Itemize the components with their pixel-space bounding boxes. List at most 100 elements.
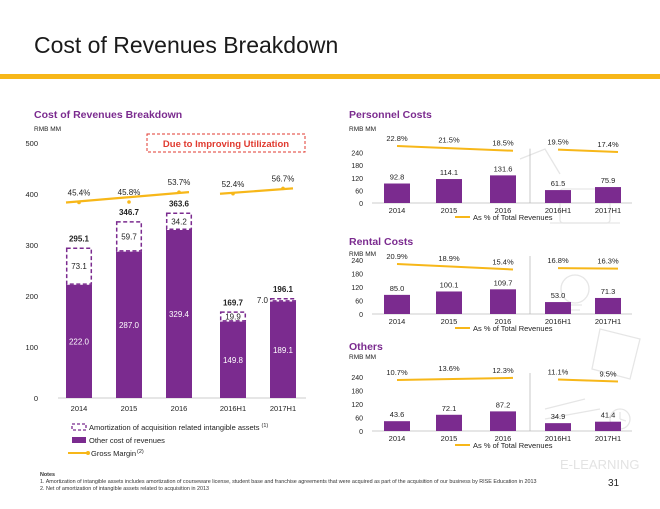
personnel-x-tick-label: 2017H1: [595, 206, 621, 215]
others-pct-line: [557, 378, 619, 383]
others-bar: [545, 423, 571, 431]
label-amortization: 73.1: [71, 262, 87, 271]
main-y-tick-label: 200: [25, 292, 38, 301]
margin-point: [127, 200, 131, 204]
rental-bar: [595, 297, 621, 314]
rental-x-tick-label: 2014: [389, 317, 406, 326]
rental-pct-label: 15.4%: [492, 258, 514, 267]
personnel-legend-label: As % of Total Revenues: [473, 213, 553, 222]
personnel-y-tick-label: 240: [351, 151, 363, 158]
note-2: 2. Net of amortization of intangible ass…: [40, 486, 210, 492]
doodle-bulb-icon: [560, 274, 590, 304]
bar-amortization: [115, 221, 143, 252]
main-chart: Cost of Revenues Breakdown RMB MM 0 100 20…: [25, 109, 306, 458]
personnel-bar: [545, 190, 571, 203]
others-bar-label: 87.2: [496, 400, 511, 409]
personnel-bar-label: 114.1: [440, 168, 458, 177]
main-x-tick-label: 2015: [121, 404, 138, 413]
margin-line-segment: [65, 191, 190, 204]
legend-swatch-other: [72, 437, 86, 443]
rental-bar-label: 109.7: [494, 278, 513, 287]
rental-x-tick-label: 2016: [495, 317, 512, 326]
label-amortization: 59.7: [121, 232, 137, 241]
personnel-chart-title: Personnel Costs: [349, 109, 432, 121]
others-x-tick-label: 2017H1: [595, 434, 621, 443]
legend-label-amortization: Amortization of acquisition related inta…: [89, 423, 268, 432]
main-y-ticks: 0 100 200 300 400 500: [25, 139, 38, 403]
bar-other-cost: [220, 321, 246, 398]
others-y-tick-label: 60: [355, 416, 363, 423]
others-bar-label: 34.9: [551, 412, 566, 421]
main-x-tick-label: 2017H1: [270, 404, 296, 413]
label-total: 363.6: [169, 200, 190, 209]
rental-x-tick-label: 2015: [441, 317, 458, 326]
main-y-tick-label: 500: [25, 139, 38, 148]
others-y-tick-label: 120: [351, 402, 363, 409]
callout-text: Due to Improving Utilization: [163, 139, 289, 150]
bar-other-cost: [66, 284, 92, 398]
others-bar: [436, 414, 462, 431]
rental-y-tick-label: 240: [351, 258, 363, 265]
note-1: 1. Amortization of intangible assets inc…: [40, 479, 537, 485]
others-chart-title: Others: [349, 341, 383, 353]
rental-chart: Rental Costs RMB MM 0 60 120 180 240 85.0 2014…: [349, 236, 632, 333]
main-chart-title: Cost of Revenues Breakdown: [34, 109, 182, 121]
personnel-x-tick-label: 2016: [495, 206, 512, 215]
rental-pct-label: 16.3%: [597, 257, 619, 266]
rental-y-tick-label: 180: [351, 272, 363, 279]
rental-x-tick-label: 2017H1: [595, 317, 621, 326]
label-total: 346.7: [119, 208, 140, 217]
rental-bar-label: 71.3: [601, 287, 616, 296]
main-x-tick-label: 2016: [171, 404, 188, 413]
rental-pct-line: [396, 263, 514, 271]
others-chart-ylabel: RMB MM: [349, 354, 376, 361]
margin-point: [177, 190, 181, 194]
rental-y-tick-label: 60: [355, 299, 363, 306]
others-pct-label: 10.7%: [386, 368, 408, 377]
others-bar: [384, 421, 410, 431]
page-title: Cost of Revenues Breakdown: [34, 32, 339, 58]
bar-other-cost: [270, 301, 296, 398]
main-legend: Amortization of acquisition related inta…: [68, 423, 268, 458]
others-bar-label: 43.6: [390, 410, 405, 419]
bar-other-cost: [166, 230, 192, 398]
legend-marker-margin: [86, 451, 90, 455]
rental-bar: [545, 302, 571, 314]
others-bar-label: 72.1: [442, 404, 457, 413]
footnotes: Notes 1. Amortization of intangible asse…: [40, 472, 537, 493]
personnel-pct-label: 22.8%: [386, 134, 408, 143]
rental-pct-label: 18.9%: [438, 254, 460, 263]
others-y-tick-label: 0: [359, 429, 363, 436]
rental-bar: [490, 289, 516, 314]
rental-pct-label: 16.8%: [547, 256, 569, 265]
main-bars: 222.0 73.1 295.1 287.0 59.7 346.7 329.4 34.2 363…: [65, 174, 297, 398]
rental-bar-label: 100.1: [440, 280, 459, 289]
personnel-y-tick-label: 0: [359, 201, 363, 208]
rental-chart-title: Rental Costs: [349, 236, 413, 248]
personnel-pct-label: 18.5%: [492, 139, 514, 148]
margin-label: 45.8%: [118, 188, 141, 197]
rental-chart-ylabel: RMB MM: [349, 251, 376, 258]
label-other-cost: 329.4: [169, 310, 190, 319]
legend-label-margin: Gross Margin(2): [91, 449, 144, 458]
margin-label: 56.7%: [272, 174, 295, 183]
others-y-tick-label: 240: [351, 375, 363, 382]
personnel-pct-label: 19.5%: [547, 138, 569, 147]
notes-heading: Notes: [40, 472, 55, 478]
bar-amortization: [219, 311, 247, 322]
rental-bar: [436, 291, 462, 314]
personnel-bar-label: 92.8: [390, 173, 405, 182]
others-pct-label: 12.3%: [492, 366, 514, 375]
personnel-y-tick-label: 120: [351, 176, 363, 183]
personnel-bar-label: 75.9: [601, 176, 616, 185]
rental-pct-label: 20.9%: [386, 252, 408, 261]
personnel-x-tick-label: 2016H1: [545, 206, 571, 215]
others-bar: [595, 421, 621, 431]
others-x-tick-label: 2016H1: [545, 434, 571, 443]
label-total: 295.1: [69, 234, 90, 243]
personnel-bar-label: 61.5: [551, 179, 566, 188]
personnel-bar: [384, 183, 410, 203]
personnel-bar: [436, 179, 462, 203]
label-amortization: 19.9: [225, 313, 241, 322]
others-x-tick-label: 2015: [441, 434, 458, 443]
